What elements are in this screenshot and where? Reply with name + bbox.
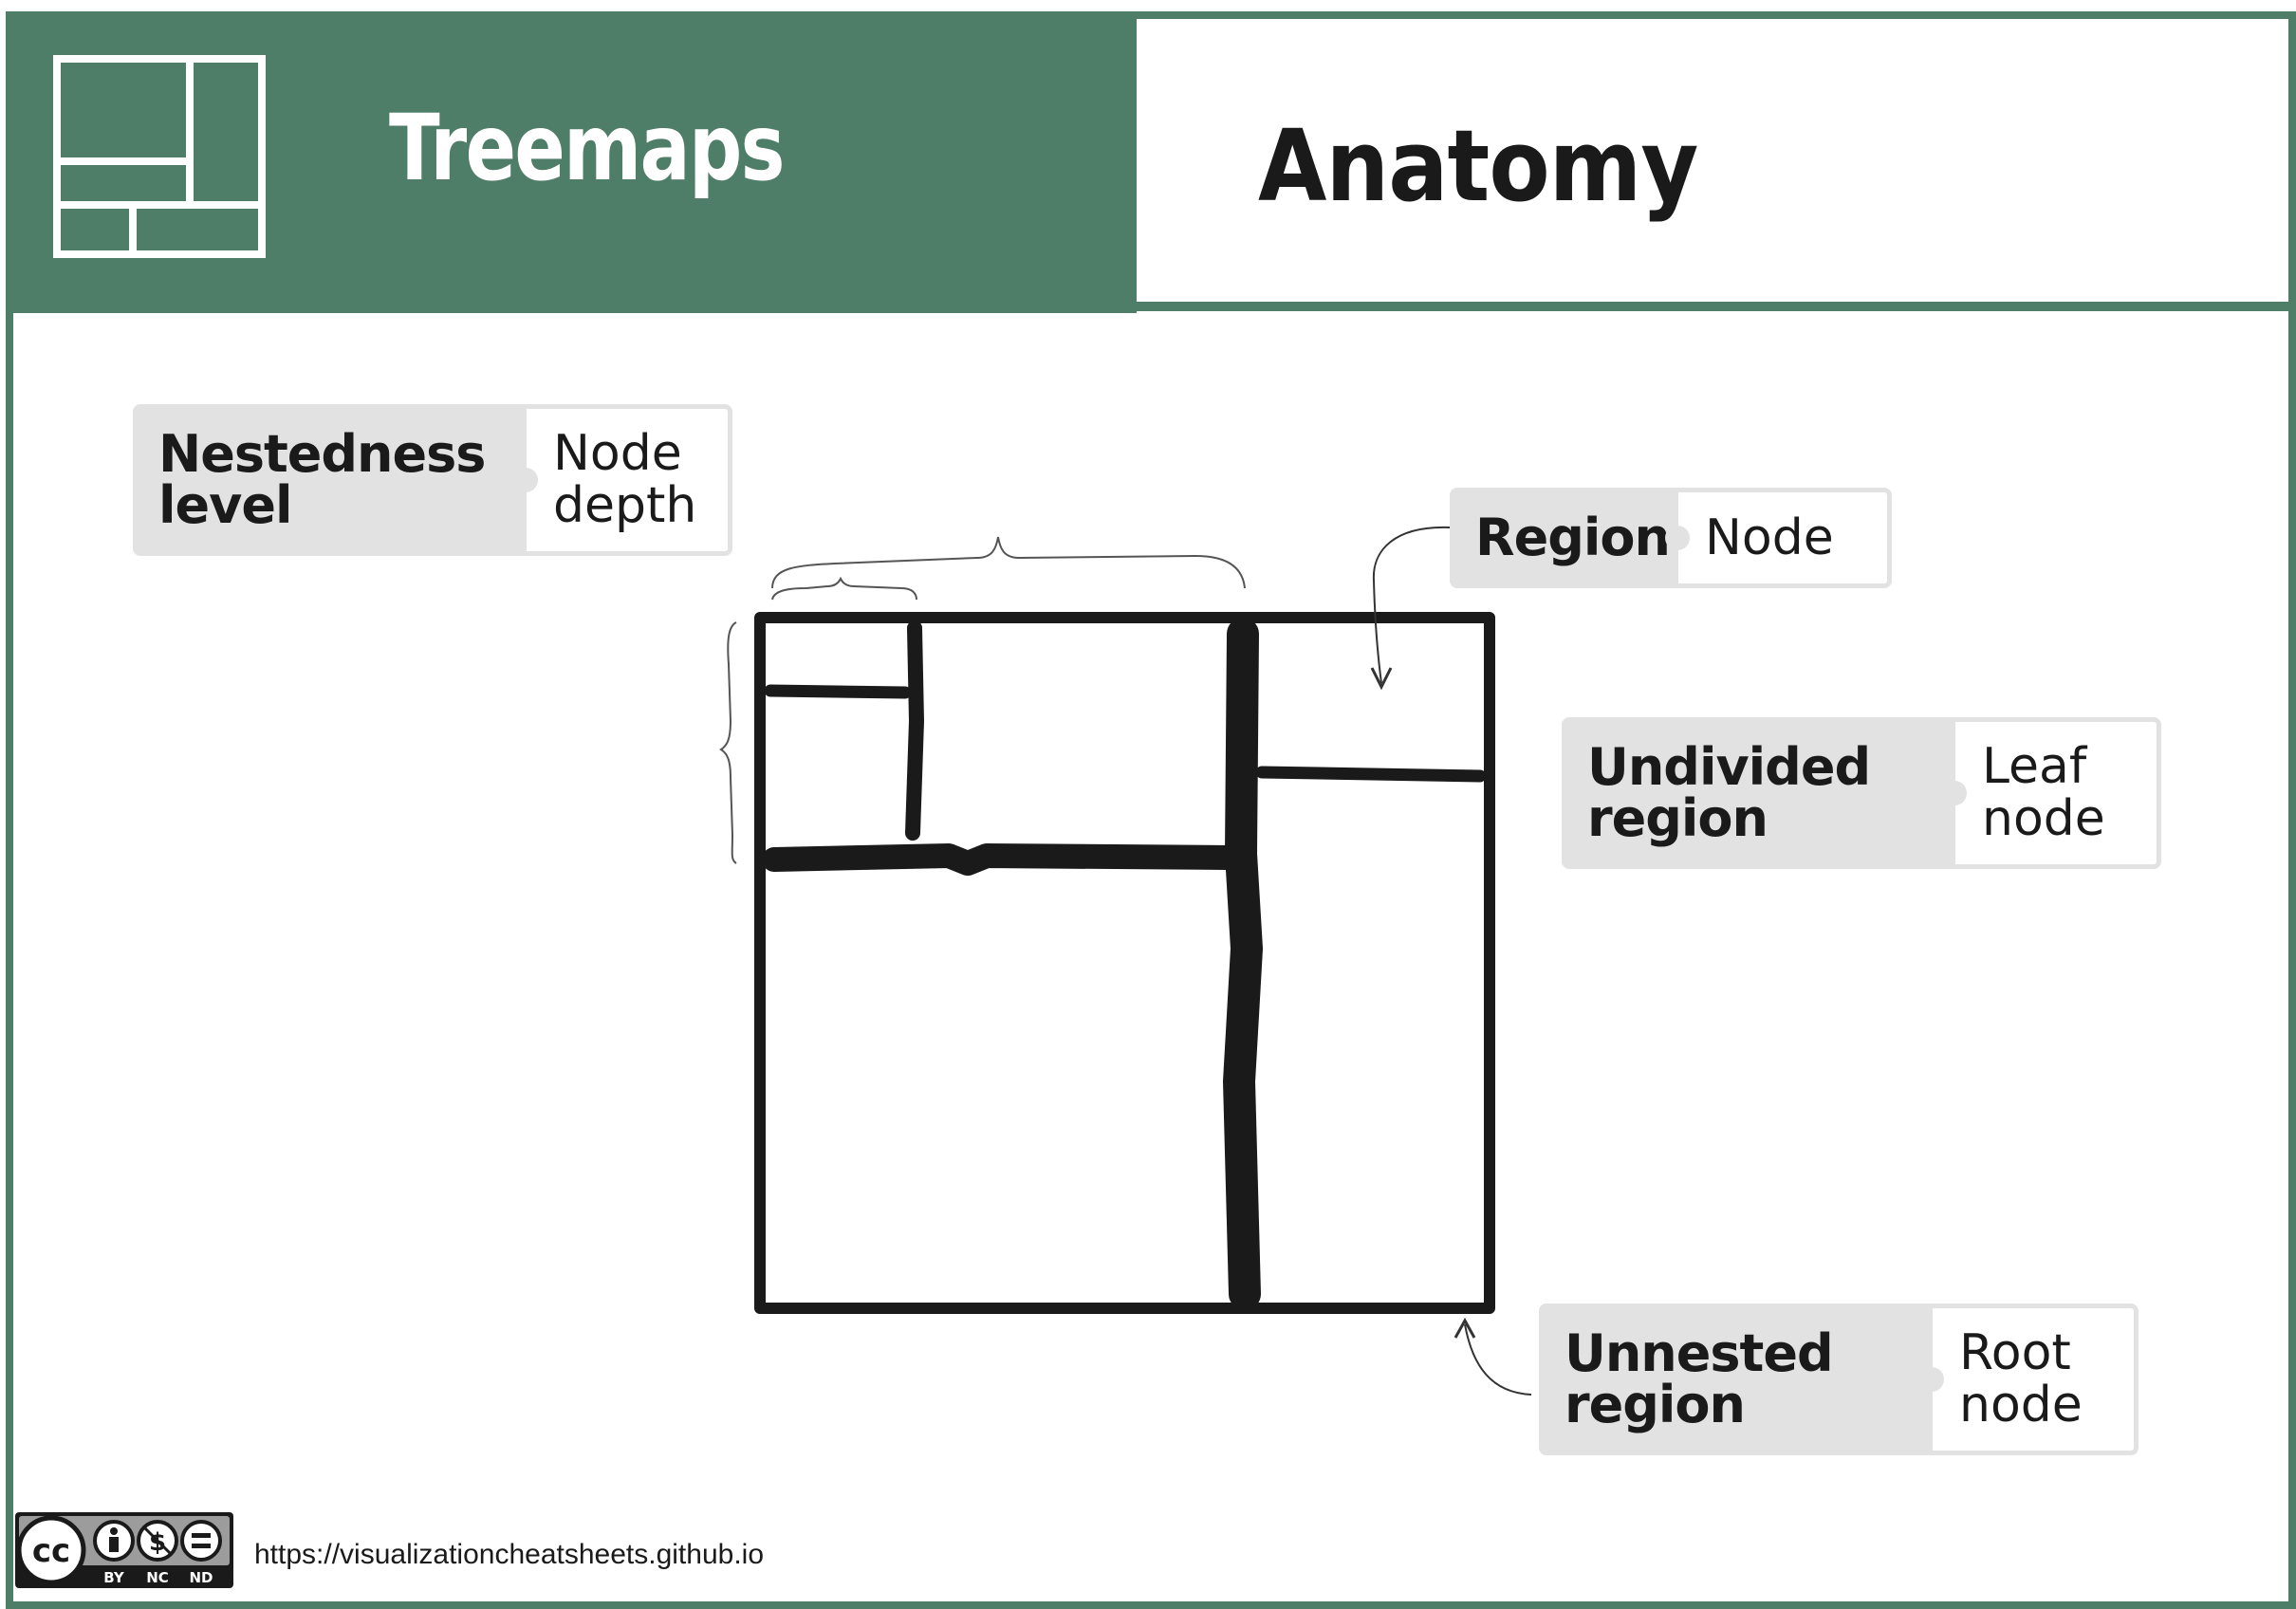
callout-term: Region: [1454, 492, 1690, 583]
term-label: Nestedness level: [158, 424, 486, 535]
definition-label: Node depth: [553, 425, 697, 534]
cheatsheet-title: Treemaps: [389, 95, 786, 201]
license-label-nc: NC: [146, 1569, 169, 1586]
callout-definition: Root node: [1933, 1308, 2100, 1451]
section-title: Anatomy: [1258, 108, 1698, 224]
cc-by-nc-nd-icon: cc $ BY NC ND: [15, 1512, 233, 1588]
definition-label: Leaf node: [1982, 738, 2105, 847]
definition-label: Root node: [1959, 1324, 2083, 1433]
callout-term: Nestedness level: [138, 409, 538, 551]
callout-definition: Leaf node: [1955, 722, 2122, 864]
license-label-nd: ND: [189, 1569, 213, 1586]
callout-term: Undivided region: [1566, 722, 1967, 864]
callout-term: Unnested region: [1544, 1308, 1944, 1451]
header-divider: [6, 302, 2296, 311]
callout-undivided-region: Undivided region Leaf node: [1562, 717, 2161, 869]
term-label: Unnested region: [1565, 1323, 1834, 1434]
callout-region: Region Node: [1450, 488, 1892, 588]
term-label: Region: [1475, 508, 1671, 567]
callout-unnested-region: Unnested region Root node: [1539, 1304, 2139, 1455]
term-label: Undivided region: [1587, 737, 1871, 848]
footer-url-link[interactable]: https://visualizationcheatsheets.github.…: [254, 1539, 764, 1570]
definition-label: Node: [1705, 509, 1834, 566]
treemap-icon: [53, 55, 266, 258]
license-label-by: BY: [103, 1569, 125, 1586]
callout-nestedness-level: Nestedness level Node depth: [133, 404, 732, 556]
section-panel: [1137, 19, 2285, 304]
callout-definition: Node: [1678, 492, 1851, 583]
svg-text:cc: cc: [32, 1532, 70, 1570]
callout-definition: Node depth: [527, 409, 713, 551]
